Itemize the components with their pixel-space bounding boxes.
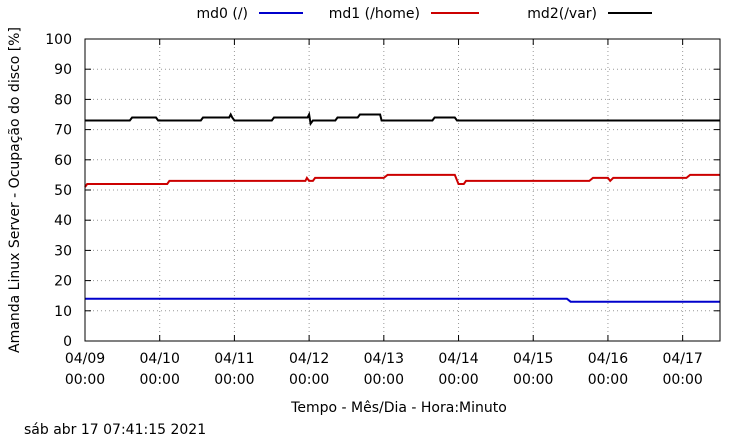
x-tick-time-label: 00:00 bbox=[65, 372, 105, 388]
x-tick-time-label: 00:00 bbox=[662, 372, 702, 388]
x-axis: 04/09 00:00 04/10 00:00 04/11 00:00 04/12 00:00… bbox=[65, 39, 703, 388]
y-tick-label: 80 bbox=[54, 92, 72, 108]
series-line-2 bbox=[85, 111, 720, 127]
y-axis: 0 10 20 30 40 50 60 70 80 90 100 bbox=[45, 32, 720, 350]
legend-label-0: md0 (/) bbox=[196, 6, 248, 22]
y-tick-label: 90 bbox=[54, 62, 72, 78]
x-tick-date-label: 04/16 bbox=[588, 351, 628, 367]
y-axis-label: Amanda Linux Server - Ocupação do disco … bbox=[7, 27, 23, 353]
legend: md0 (/) md1 (/home) md2(/var) bbox=[196, 6, 652, 22]
x-tick-date-label: 04/13 bbox=[364, 351, 404, 367]
x-tick-date-label: 04/11 bbox=[214, 351, 254, 367]
x-tick-time-label: 00:00 bbox=[289, 372, 329, 388]
y-tick-label: 100 bbox=[45, 32, 72, 48]
x-tick-date-label: 04/14 bbox=[438, 351, 478, 367]
y-tick-label: 0 bbox=[63, 334, 72, 350]
x-tick-date-label: 04/12 bbox=[289, 351, 329, 367]
x-tick-time-label: 00:00 bbox=[513, 372, 553, 388]
y-tick-label: 20 bbox=[54, 274, 72, 290]
x-tick-date-label: 04/09 bbox=[65, 351, 105, 367]
x-tick-time-label: 00:00 bbox=[438, 372, 478, 388]
y-tick-label: 60 bbox=[54, 153, 72, 169]
y-tick-label: 10 bbox=[54, 304, 72, 320]
y-tick-label: 70 bbox=[54, 123, 72, 139]
x-tick-time-label: 00:00 bbox=[140, 372, 180, 388]
y-tick-label: 50 bbox=[54, 183, 72, 199]
legend-label-2: md2(/var) bbox=[527, 6, 597, 22]
x-tick-time-label: 00:00 bbox=[214, 372, 254, 388]
x-tick-date-label: 04/17 bbox=[662, 351, 702, 367]
series-layer bbox=[84, 111, 720, 303]
x-tick-time-label: 00:00 bbox=[364, 372, 404, 388]
plot-border bbox=[84, 38, 721, 342]
y-tick-label: 40 bbox=[54, 213, 72, 229]
x-tick-date-label: 04/10 bbox=[140, 351, 180, 367]
y-tick-label: 30 bbox=[54, 243, 72, 259]
footer-timestamp: sáb abr 17 07:41:15 2021 bbox=[24, 422, 206, 438]
x-tick-time-label: 00:00 bbox=[588, 372, 628, 388]
grid bbox=[85, 39, 720, 341]
legend-label-1: md1 (/home) bbox=[329, 6, 420, 22]
x-axis-label: Tempo - Mês/Dia - Hora:Minuto bbox=[290, 400, 507, 416]
x-tick-date-label: 04/15 bbox=[513, 351, 553, 367]
series-line-0 bbox=[85, 297, 720, 303]
series-line-1 bbox=[84, 173, 720, 188]
